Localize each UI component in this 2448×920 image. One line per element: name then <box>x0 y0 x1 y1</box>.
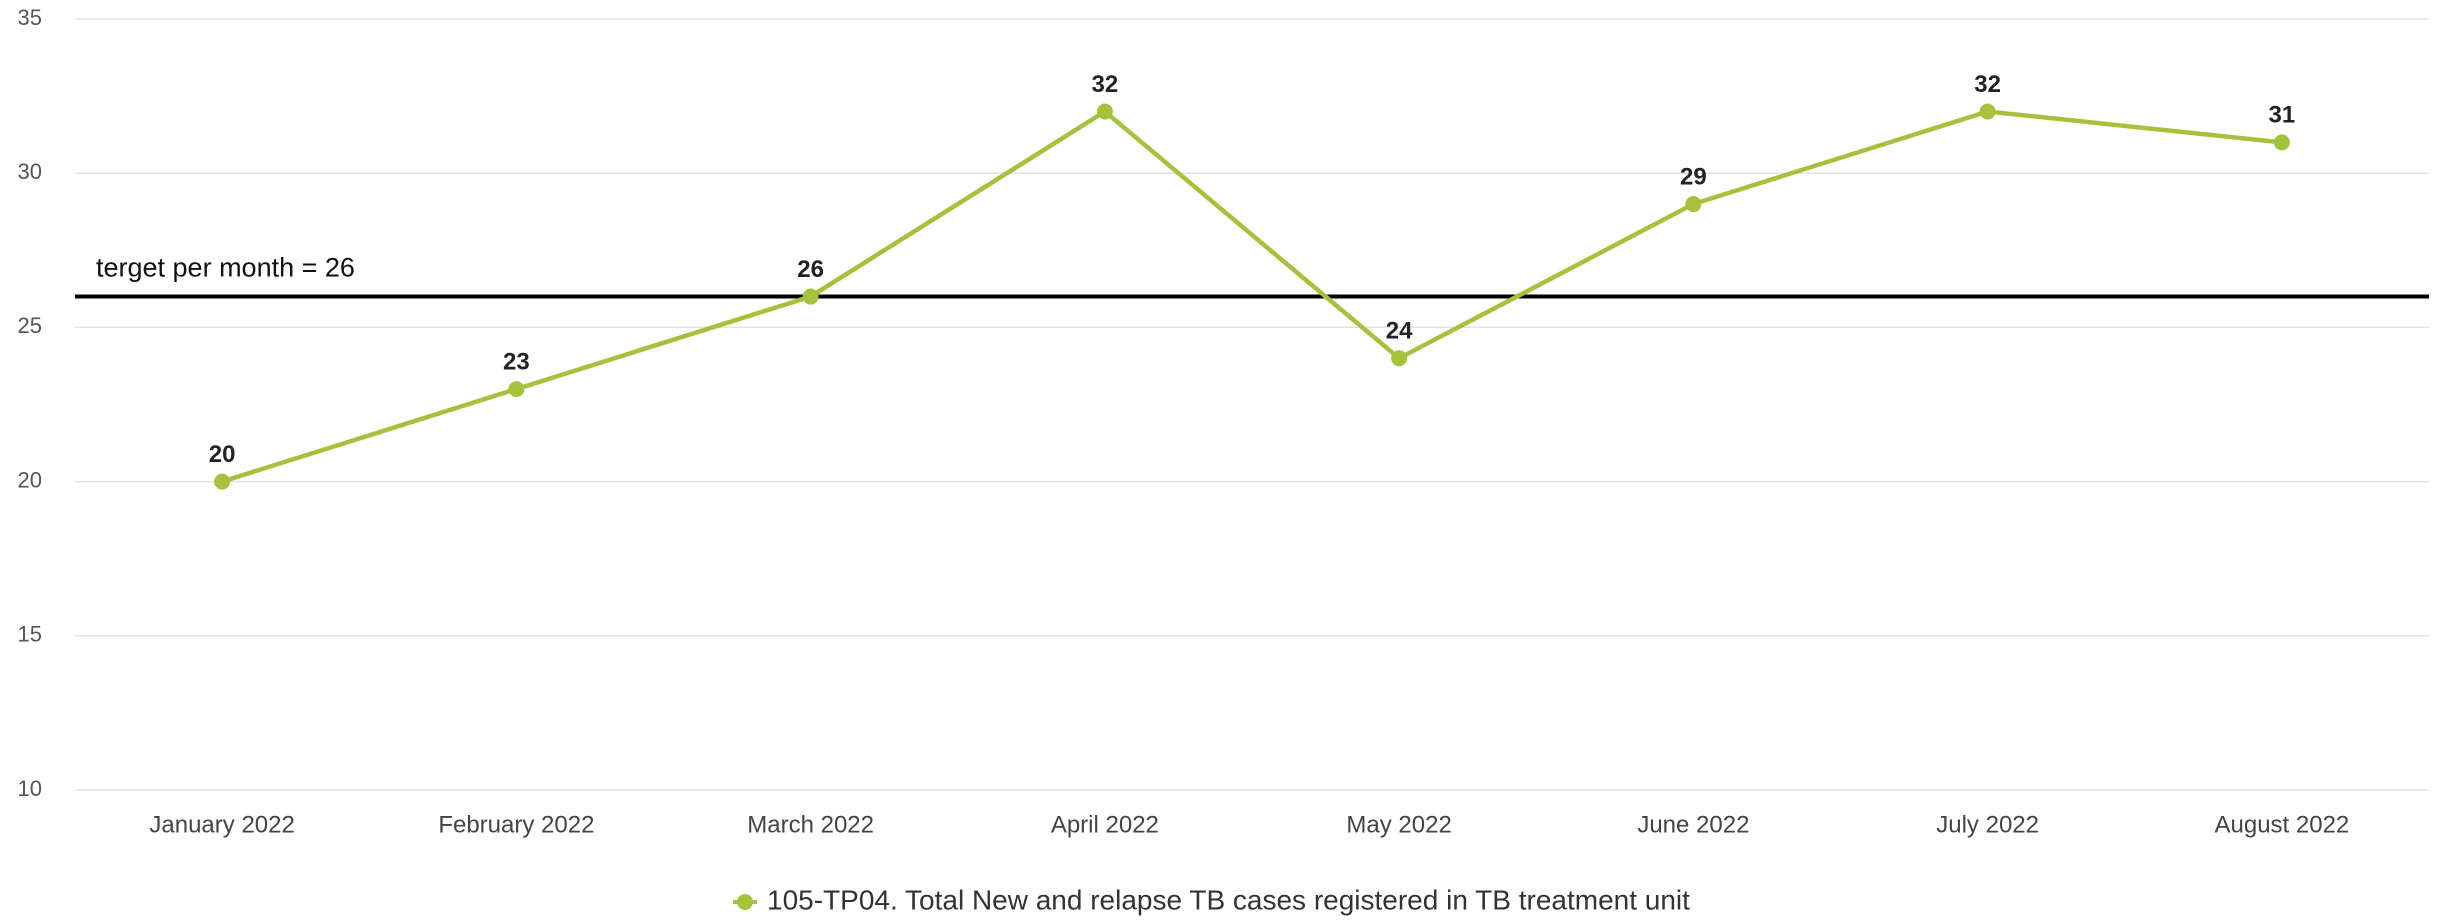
y-tick-label: 20 <box>18 467 42 492</box>
data-label: 20 <box>209 441 236 468</box>
data-label: 32 <box>1092 71 1119 98</box>
data-point <box>2273 134 2290 151</box>
x-tick-label: August 2022 <box>2214 811 2349 838</box>
data-point <box>802 288 819 305</box>
legend-marker <box>737 894 753 910</box>
y-tick-label: 25 <box>18 313 42 338</box>
x-tick-label: February 2022 <box>438 811 594 838</box>
x-tick-label: July 2022 <box>1936 811 2039 838</box>
y-tick-label: 10 <box>18 776 42 801</box>
data-point <box>1979 103 1996 120</box>
y-tick-label: 15 <box>18 622 42 647</box>
data-point <box>1685 196 1702 213</box>
data-point <box>1391 350 1408 367</box>
y-tick-label: 30 <box>18 159 42 184</box>
data-label: 32 <box>1974 71 2001 98</box>
data-label: 24 <box>1386 318 1413 345</box>
data-label: 23 <box>503 348 530 375</box>
data-point <box>508 381 525 398</box>
x-tick-label: March 2022 <box>747 811 874 838</box>
x-tick-label: June 2022 <box>1637 811 1749 838</box>
data-point <box>1096 103 1113 120</box>
data-label: 29 <box>1680 163 1707 190</box>
legend-label: 105-TP04. Total New and relapse TB cases… <box>767 884 1690 915</box>
target-label: terget per month = 26 <box>96 253 355 283</box>
data-label: 31 <box>2269 102 2296 129</box>
y-tick-label: 35 <box>18 5 42 30</box>
series-line <box>221 108 2283 484</box>
data-label: 26 <box>797 256 824 283</box>
data-point <box>214 473 231 490</box>
x-tick-label: May 2022 <box>1346 811 1451 838</box>
x-tick-label: January 2022 <box>149 811 294 838</box>
x-tick-label: April 2022 <box>1051 811 1159 838</box>
